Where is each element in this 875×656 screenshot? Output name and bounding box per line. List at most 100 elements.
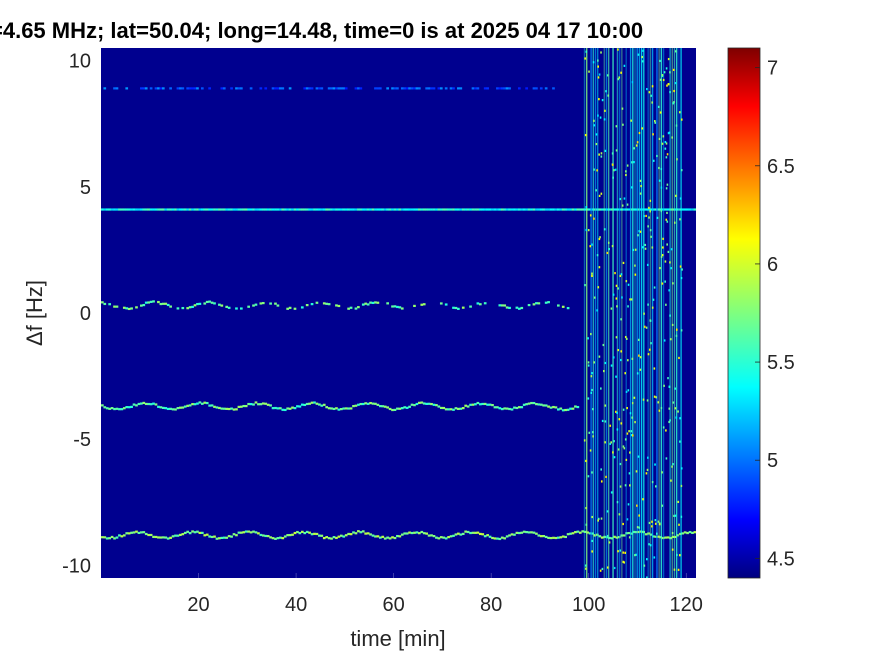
trace-1-segment xyxy=(427,208,431,211)
trace-2-segment xyxy=(193,304,197,307)
trace-0-segment xyxy=(335,87,338,90)
interference-speck xyxy=(646,399,649,402)
interference-speck xyxy=(627,389,630,392)
trace-4-segment xyxy=(137,531,141,535)
trace-4-segment xyxy=(508,534,511,537)
trace-3-segment xyxy=(147,402,151,406)
interference-speck xyxy=(662,237,664,240)
interference-speck xyxy=(631,186,633,189)
trace-3 xyxy=(101,401,580,412)
trace-2-segment xyxy=(366,303,370,306)
trace-1-segment xyxy=(264,208,268,211)
interference-speck xyxy=(675,124,678,127)
interference-speck xyxy=(607,94,610,97)
trace-2-segment xyxy=(520,306,524,310)
interference-speck xyxy=(588,70,590,73)
trace-1-segment xyxy=(674,208,677,211)
trace-1-segment xyxy=(313,208,316,211)
trace-2-segment xyxy=(357,306,360,309)
trace-1-segment xyxy=(415,208,419,211)
trace-1-segment xyxy=(471,208,475,211)
interference-speck xyxy=(665,187,668,190)
trace-3-segment xyxy=(381,405,385,408)
trace-0 xyxy=(103,87,555,90)
trace-0-segment xyxy=(415,87,419,90)
interference-speck xyxy=(598,194,601,197)
trace-4-segment xyxy=(369,533,372,536)
trace-4-segment xyxy=(400,533,404,536)
trace-1-segment xyxy=(120,208,124,211)
trace-1-segment xyxy=(598,208,602,211)
trace-4-segment xyxy=(183,531,187,535)
trace-4-segment xyxy=(683,531,687,534)
trace-3-segment xyxy=(166,407,170,411)
interference-speck xyxy=(624,551,627,554)
trace-2-segment xyxy=(483,302,487,305)
interference-speck xyxy=(627,503,630,506)
trace-1-segment xyxy=(342,208,346,211)
trace-3-segment xyxy=(247,402,250,406)
interference-speck xyxy=(600,468,602,471)
trace-4-segment xyxy=(220,536,224,540)
trace-2-segment xyxy=(532,303,536,306)
trace-1-segment xyxy=(683,208,687,211)
trace-4-segment xyxy=(237,531,241,534)
trace-2-segment xyxy=(374,301,377,304)
trace-0-segment xyxy=(532,87,536,90)
trace-2-segment xyxy=(181,306,185,310)
interference-speck xyxy=(611,152,614,155)
trace-4-segment xyxy=(271,537,275,540)
y-tick-label: 5 xyxy=(80,177,91,199)
trace-1-segment xyxy=(408,208,411,211)
trace-4-segment xyxy=(576,530,580,533)
interference-speck xyxy=(648,216,650,219)
trace-4-segment xyxy=(118,534,121,537)
trace-4-segment xyxy=(108,537,111,540)
interference-speck xyxy=(630,430,633,433)
interference-speck xyxy=(607,241,610,244)
trace-4-segment xyxy=(313,532,316,535)
trace-4-segment xyxy=(252,530,255,533)
interference-speck xyxy=(634,248,637,251)
trace-4-segment xyxy=(693,531,696,534)
interference-speck xyxy=(604,420,607,423)
trace-4-segment xyxy=(261,534,265,537)
interference-speck xyxy=(642,498,644,501)
trace-4-segment xyxy=(283,535,287,538)
trace-1-segment xyxy=(537,208,541,211)
trace-4-segment xyxy=(517,531,521,535)
trace-0-segment xyxy=(452,87,455,90)
interference-speck xyxy=(601,567,604,571)
trace-0-segment xyxy=(400,87,404,90)
trace-4-segment xyxy=(179,533,182,537)
trace-0-segment xyxy=(418,87,421,90)
trace-4-segment xyxy=(120,535,124,538)
interference-speck xyxy=(610,491,613,494)
trace-2-segment xyxy=(225,305,229,308)
trace-3-segment xyxy=(464,404,468,407)
trace-1-segment xyxy=(144,208,148,211)
trace-2-segment xyxy=(478,303,482,306)
trace-4-segment xyxy=(200,531,204,534)
trace-3-segment xyxy=(357,403,360,406)
trace-1-segment xyxy=(327,208,331,211)
interference-speck xyxy=(665,218,668,221)
interference-speck xyxy=(623,64,626,67)
interference-speck xyxy=(656,216,659,219)
interference-speck xyxy=(654,519,657,522)
trace-1-segment xyxy=(142,208,146,211)
trace-3-segment xyxy=(125,406,129,409)
trace-4-segment xyxy=(498,537,502,541)
trace-1-segment xyxy=(469,208,472,211)
trace-2-segment xyxy=(335,304,338,307)
interference-speck xyxy=(606,566,609,569)
trace-1-segment xyxy=(357,208,360,211)
trace-1-segment xyxy=(422,208,426,211)
trace-4-segment xyxy=(298,532,302,535)
interference-column xyxy=(590,48,592,578)
trace-1-segment xyxy=(630,208,633,211)
trace-0-segment xyxy=(271,87,275,90)
trace-2-segment xyxy=(166,303,170,307)
interference-speck xyxy=(629,298,631,301)
interference-speck xyxy=(635,470,638,473)
